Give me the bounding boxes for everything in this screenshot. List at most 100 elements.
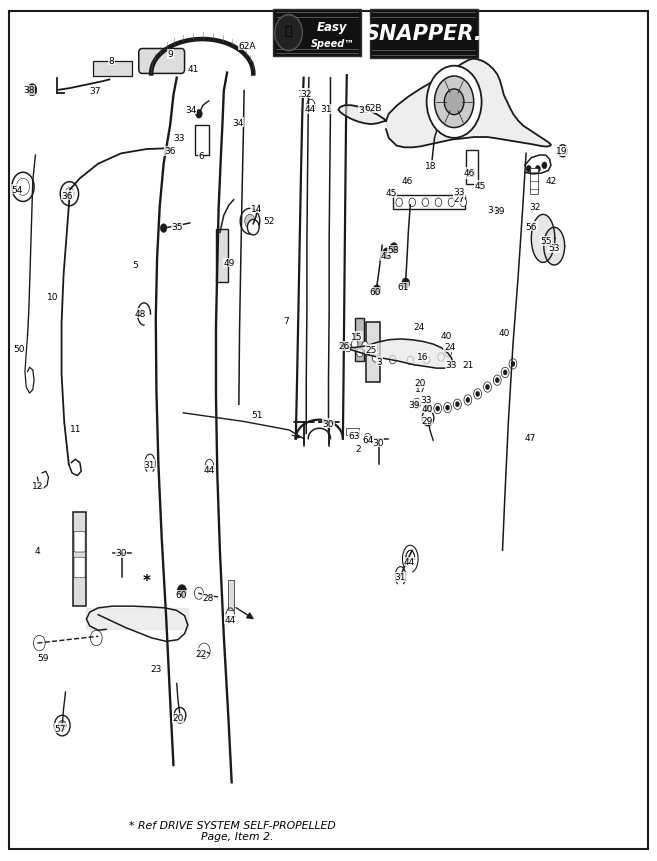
Text: 42: 42: [546, 177, 557, 186]
Circle shape: [174, 708, 186, 723]
Text: 33: 33: [445, 361, 457, 369]
Circle shape: [445, 406, 449, 411]
Text: 15: 15: [351, 332, 363, 342]
Circle shape: [240, 209, 260, 235]
Circle shape: [466, 398, 470, 403]
Text: 59: 59: [37, 653, 49, 662]
Text: Speed™: Speed™: [311, 39, 355, 49]
Text: 33: 33: [453, 189, 465, 197]
FancyBboxPatch shape: [216, 230, 228, 283]
Text: 34: 34: [232, 119, 243, 127]
Circle shape: [91, 630, 102, 646]
FancyBboxPatch shape: [346, 429, 359, 436]
Text: 31: 31: [320, 105, 332, 114]
Text: Easy: Easy: [317, 22, 347, 34]
Polygon shape: [340, 339, 453, 369]
Circle shape: [558, 146, 567, 158]
Text: 53: 53: [548, 244, 559, 253]
FancyBboxPatch shape: [74, 558, 85, 578]
Text: 37: 37: [89, 87, 101, 96]
Text: 14: 14: [251, 205, 262, 214]
Circle shape: [460, 199, 466, 208]
Text: 57: 57: [55, 724, 66, 733]
Text: 55: 55: [540, 237, 551, 246]
Text: 18: 18: [425, 162, 436, 170]
Circle shape: [511, 362, 515, 367]
Text: 58: 58: [388, 245, 399, 255]
Circle shape: [486, 385, 489, 390]
Circle shape: [484, 382, 491, 393]
Text: 24: 24: [444, 343, 455, 352]
FancyBboxPatch shape: [74, 532, 85, 553]
Circle shape: [16, 179, 30, 196]
FancyBboxPatch shape: [74, 512, 87, 606]
Text: 21: 21: [462, 361, 474, 369]
Text: 13: 13: [464, 170, 476, 179]
Circle shape: [196, 110, 202, 119]
Circle shape: [248, 220, 259, 236]
Circle shape: [402, 279, 409, 289]
Circle shape: [194, 587, 204, 599]
Text: 45: 45: [474, 182, 486, 190]
Circle shape: [245, 215, 255, 229]
Text: 43: 43: [380, 251, 392, 261]
Text: 46: 46: [402, 177, 413, 186]
Circle shape: [493, 375, 501, 386]
Circle shape: [396, 199, 403, 208]
FancyBboxPatch shape: [367, 322, 380, 382]
Text: 60: 60: [175, 591, 187, 600]
Text: 19: 19: [556, 147, 568, 156]
Text: 9: 9: [168, 50, 173, 59]
Text: 6: 6: [198, 152, 204, 160]
Circle shape: [383, 249, 391, 259]
FancyBboxPatch shape: [195, 126, 210, 156]
Circle shape: [177, 585, 187, 597]
Circle shape: [423, 402, 431, 412]
Circle shape: [434, 404, 442, 414]
Text: 63: 63: [348, 431, 360, 440]
Text: 45: 45: [386, 189, 397, 198]
Text: 10: 10: [47, 293, 58, 302]
Circle shape: [526, 166, 532, 173]
Polygon shape: [544, 228, 564, 266]
Circle shape: [435, 199, 442, 208]
Text: 41: 41: [187, 65, 199, 74]
Text: 2: 2: [355, 445, 361, 454]
Circle shape: [364, 434, 372, 444]
Text: 28: 28: [202, 593, 214, 603]
Text: 7: 7: [283, 317, 289, 326]
Text: 33: 33: [173, 134, 185, 143]
Circle shape: [371, 344, 378, 352]
Circle shape: [476, 392, 480, 397]
Text: 39: 39: [493, 207, 505, 215]
Circle shape: [443, 403, 451, 413]
Text: 44: 44: [224, 615, 235, 624]
Text: 27: 27: [453, 195, 464, 204]
Circle shape: [453, 400, 461, 410]
Circle shape: [426, 66, 482, 139]
Text: 35: 35: [171, 223, 183, 232]
Circle shape: [345, 344, 351, 352]
Circle shape: [362, 342, 369, 350]
Text: Page, Item 2.: Page, Item 2.: [201, 832, 273, 841]
Text: 4: 4: [35, 546, 40, 555]
FancyBboxPatch shape: [466, 151, 478, 185]
Circle shape: [422, 199, 428, 208]
Text: 25: 25: [365, 345, 376, 355]
Circle shape: [409, 199, 415, 208]
Text: 62A: 62A: [238, 41, 256, 51]
Circle shape: [12, 173, 34, 202]
Circle shape: [198, 643, 210, 659]
Text: 44: 44: [404, 557, 415, 567]
Circle shape: [60, 183, 79, 207]
Circle shape: [495, 378, 499, 383]
Text: 52: 52: [263, 217, 275, 226]
Text: 34: 34: [487, 206, 499, 214]
Circle shape: [373, 286, 381, 296]
Text: 31: 31: [395, 573, 406, 582]
FancyBboxPatch shape: [93, 61, 132, 77]
Circle shape: [448, 199, 455, 208]
Text: 32: 32: [529, 203, 540, 212]
Text: *: *: [143, 573, 150, 588]
Circle shape: [415, 401, 419, 406]
